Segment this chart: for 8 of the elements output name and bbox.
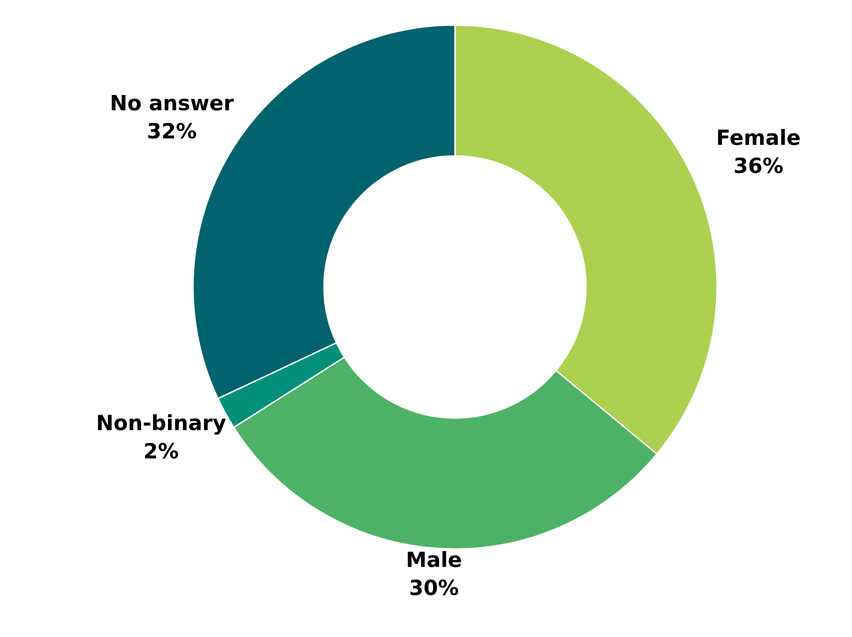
data-label: 36% [734, 157, 783, 174]
slice-label: Non-binary [98, 414, 226, 435]
slice-label: No answer [112, 95, 234, 111]
slice-label: Male [408, 551, 461, 568]
slice-label: Female [718, 129, 800, 146]
data-label: 30% [410, 580, 458, 596]
data-label: 32% [148, 122, 196, 139]
data-label: 2% [145, 442, 178, 459]
